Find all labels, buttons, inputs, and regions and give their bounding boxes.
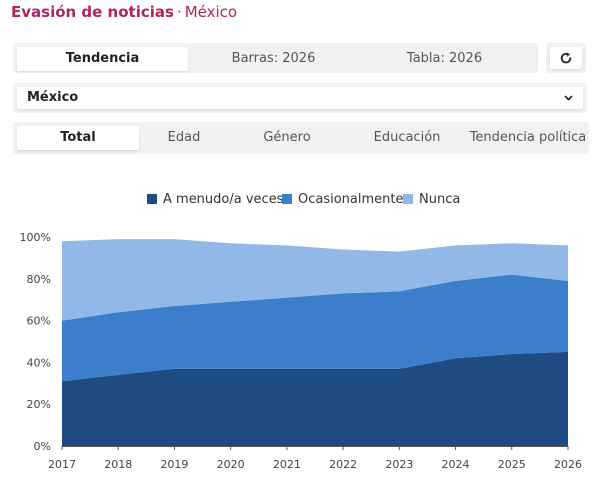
legend-label: Ocasionalmente [298,192,404,207]
reset-button-face [550,47,582,69]
tab-barras[interactable]: Barras: 2026 [231,51,316,66]
tab-genero[interactable]: Género [263,130,311,145]
country-select[interactable]: México [13,83,587,113]
tab-tabla[interactable]: Tabla: 2026 [406,51,483,66]
chevron-down-icon [564,95,573,101]
x-tick-label: 2018 [104,458,132,471]
tab-edad[interactable]: Edad [167,130,201,145]
country-select-field: México [17,87,583,109]
title-separator: · [176,3,182,21]
area-series-2[interactable] [62,274,568,382]
x-tick-label: 2024 [442,458,470,471]
chart-legend: A menudo/a veces Ocasionalmente Nunca [0,190,614,210]
x-tick-label: 2019 [160,458,188,471]
x-tick-label: 2020 [217,458,245,471]
tab-tendencia-politica[interactable]: Tendencia política [469,130,587,145]
tab-total[interactable]: Total [17,126,139,150]
title-main: Evasión de noticias [11,3,174,21]
filter-tabs: Total Edad Género Educación Tendencia po… [13,122,589,154]
reset-button[interactable] [546,43,586,73]
area-series-1[interactable] [62,351,568,446]
x-tick-label: 2022 [329,458,357,471]
tab-tendencia[interactable]: Tendencia [17,47,188,71]
legend-swatch [403,194,413,204]
y-tick-label: 40% [27,356,51,369]
page-title: Evasión de noticias · México [11,2,237,22]
x-tick-label: 2017 [48,458,76,471]
y-tick-label: 0% [34,440,51,453]
tab-educacion[interactable]: Educación [373,130,441,145]
x-tick-label: 2026 [554,458,582,471]
y-tick-label: 100% [20,231,51,244]
legend-label: A menudo/a veces [163,192,284,207]
legend-swatch [282,194,292,204]
y-tick-label: 80% [27,273,51,286]
legend-swatch [147,194,157,204]
view-tabs: Tendencia Barras: 2026 Tabla: 2026 [13,43,538,73]
title-country: México [184,3,238,21]
x-tick-label: 2021 [273,458,301,471]
legend-item-a-menudo[interactable]: A menudo/a veces [147,190,283,210]
y-tick-label: 60% [27,315,51,328]
legend-item-ocasionalmente[interactable]: Ocasionalmente [282,190,404,210]
country-select-value: México [27,90,79,105]
area-series-3[interactable] [62,239,568,321]
x-tick-label: 2025 [498,458,526,471]
legend-item-nunca[interactable]: Nunca [403,190,460,210]
legend-label: Nunca [419,192,461,207]
y-tick-label: 20% [27,398,51,411]
reset-icon [560,52,572,64]
x-tick-label: 2023 [385,458,413,471]
